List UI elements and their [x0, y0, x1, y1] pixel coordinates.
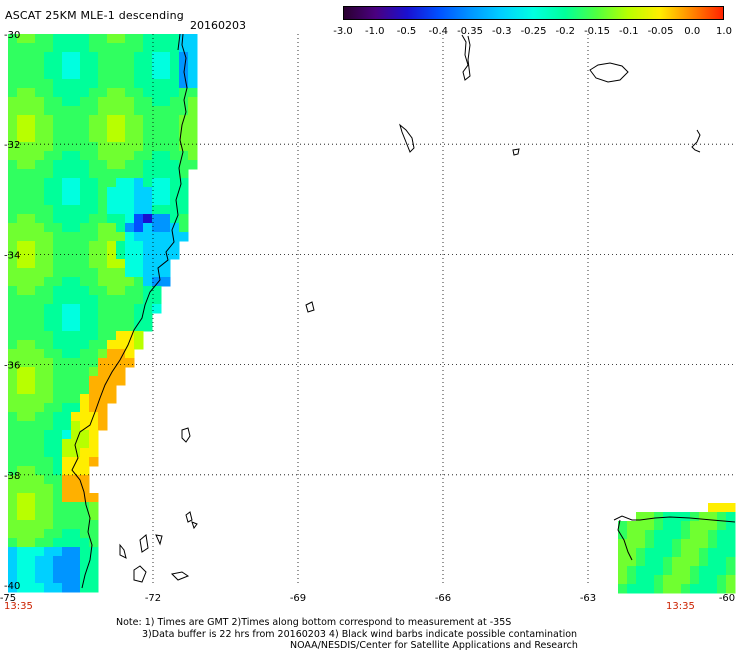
colorbar-tick-label: -0.2 — [555, 26, 576, 37]
colorbar-legend: -3.0 -1.0 -0.5 -0.4 -0.35 -0.3 -0.25 -0.2 -0.15-… — [333, 6, 732, 40]
island-4 — [512, 148, 520, 156]
latitude-labels: -30 -32 -34 -36 -38 -40 — [4, 30, 20, 592]
island-14 — [119, 543, 127, 559]
island-13 — [170, 571, 190, 581]
coastline-chile — [71, 33, 188, 589]
colorbar-tick-label: 0.0 — [684, 26, 701, 37]
longitude-label: -69 — [290, 593, 306, 604]
time-label-right: 13:35 — [666, 601, 695, 612]
data-swath-west — [8, 34, 198, 593]
colorbar-tick-label: -0.05 — [647, 26, 674, 37]
colorbar-tick-label: -0.5 — [396, 26, 417, 37]
latitude-label: -32 — [4, 140, 20, 151]
colorbar-tick-label: 1.0 — [716, 26, 732, 37]
colorbar-tick-label: -0.1 — [618, 26, 639, 37]
longitude-label: -60 — [719, 593, 735, 604]
footer-credit: NOAA/NESDIS/Center for Satellite Applica… — [290, 640, 578, 651]
longitude-labels: -75 -72 -69 -66 -63 -60 — [0, 593, 735, 604]
island-1 — [461, 34, 471, 81]
colorbar-tick-label: -0.35 — [457, 26, 483, 37]
latitude-label: -36 — [4, 361, 20, 372]
longitude-label: -75 — [0, 593, 16, 604]
colorbar-tick-label: -0.3 — [491, 26, 512, 37]
colorbar-tick-label: -3.0 — [333, 26, 353, 37]
latitude-label: -40 — [4, 581, 20, 592]
island-11 — [155, 534, 163, 546]
map-date: 20160203 — [190, 19, 246, 32]
coastline-east — [613, 515, 736, 561]
coastline-inland — [177, 33, 181, 51]
island-10 — [139, 534, 149, 553]
island-3 — [399, 123, 415, 153]
time-label-left: 13:35 — [4, 601, 33, 612]
colorbar-gradient — [343, 6, 724, 20]
data-swath-east — [618, 503, 736, 594]
island-7 — [181, 427, 191, 443]
colorbar-tick-label: -0.4 — [428, 26, 449, 37]
map-title: ASCAT 25KM MLE-1 descending — [5, 9, 184, 22]
island-5 — [691, 129, 701, 153]
latitude-label: -38 — [4, 471, 20, 482]
longitude-label: -72 — [145, 593, 161, 604]
latitude-label: -34 — [4, 250, 20, 261]
coastline — [71, 33, 736, 589]
longitude-label: -63 — [580, 593, 596, 604]
island-6 — [305, 301, 315, 313]
footer-note-1: Note: 1) Times are GMT 2)Times along bot… — [116, 617, 512, 628]
colorbar-tick-label: -0.15 — [584, 26, 610, 37]
longitude-label: -66 — [435, 593, 451, 604]
colorbar-tick-label: -1.0 — [364, 26, 385, 37]
footer-note-2: 3)Data buffer is 22 hrs from 20160203 4)… — [142, 629, 578, 640]
graticule — [8, 34, 733, 585]
latitude-label: -30 — [4, 30, 20, 41]
island-9 — [191, 521, 198, 530]
island-2 — [589, 62, 629, 83]
island-8 — [185, 511, 193, 523]
colorbar-tick-label: -0.25 — [520, 26, 547, 37]
island-12 — [133, 565, 147, 583]
